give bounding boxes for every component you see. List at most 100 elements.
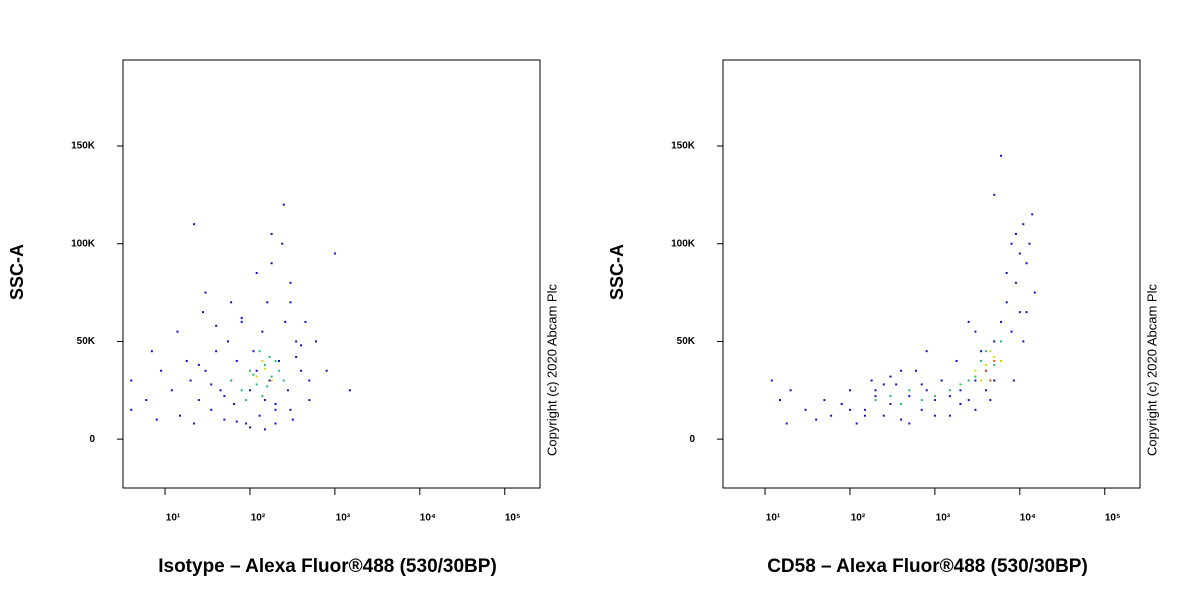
- y-tick-label: 0: [89, 434, 95, 445]
- event-dot: [974, 369, 977, 372]
- event-dot: [900, 418, 903, 421]
- event-dot: [1005, 301, 1008, 304]
- event-dot: [263, 399, 266, 402]
- y-tick-label: 50K: [677, 336, 696, 347]
- event-dot: [270, 379, 273, 382]
- event-dot: [870, 379, 873, 382]
- event-dot: [908, 395, 911, 398]
- event-dot: [920, 408, 923, 411]
- copyright: Copyright (c) 2020 Abcam Plc: [1144, 284, 1159, 456]
- event-dot: [204, 291, 207, 294]
- y-axis-label: SSC-A: [607, 244, 627, 300]
- event-dot: [268, 379, 271, 382]
- event-dot: [974, 379, 977, 382]
- event-dot: [189, 379, 192, 382]
- event-dot: [1010, 330, 1013, 333]
- x-axis-label: CD58 – Alexa Fluor®488 (530/30BP): [767, 556, 1088, 577]
- event-dot: [289, 301, 292, 304]
- event-dot: [967, 379, 970, 382]
- event-dot: [263, 363, 266, 366]
- event-dot: [263, 367, 266, 370]
- event-dot: [1014, 232, 1017, 235]
- event-dot: [980, 359, 983, 362]
- event-dot: [300, 369, 303, 372]
- event-dot: [252, 373, 255, 376]
- event-dot: [235, 359, 238, 362]
- event-dot: [268, 356, 271, 359]
- event-dot: [959, 383, 962, 386]
- event-dot: [261, 395, 264, 398]
- event-dot: [145, 399, 148, 402]
- event-dot: [993, 359, 996, 362]
- event-dot: [989, 350, 992, 353]
- event-dot: [284, 320, 287, 323]
- event-dot: [270, 375, 273, 378]
- event-dot: [974, 330, 977, 333]
- event-dot: [266, 385, 269, 388]
- event-dot: [989, 399, 992, 402]
- x-tick-label: 10⁴: [1020, 513, 1036, 524]
- event-dot: [863, 408, 866, 411]
- event-dot: [308, 399, 311, 402]
- event-dot: [823, 399, 826, 402]
- event-dot: [840, 402, 843, 405]
- event-dot: [215, 350, 218, 353]
- event-dot: [993, 363, 996, 366]
- event-dot: [185, 359, 188, 362]
- event-dot: [785, 422, 788, 425]
- event-dot: [948, 414, 951, 417]
- event-dot: [130, 408, 133, 411]
- plot-frame: [122, 59, 541, 489]
- event-dot: [230, 301, 233, 304]
- event-dot: [980, 379, 983, 382]
- event-dot: [308, 379, 311, 382]
- event-dot: [281, 242, 284, 245]
- event-dot: [255, 375, 258, 378]
- event-dot: [955, 359, 958, 362]
- event-dot: [882, 414, 885, 417]
- event-dot: [291, 418, 294, 421]
- event-dot: [230, 379, 233, 382]
- event-dot: [255, 383, 258, 386]
- event-dot: [1022, 223, 1025, 226]
- x-tick-label: 10¹: [766, 513, 781, 524]
- event-dot: [245, 422, 248, 425]
- event-dot: [908, 422, 911, 425]
- event-dot: [240, 320, 243, 323]
- y-tick-label: 100K: [71, 238, 96, 249]
- event-dot: [874, 389, 877, 392]
- event-dot: [240, 316, 243, 319]
- y-tick-label: 150K: [71, 141, 96, 152]
- event-dot: [150, 350, 153, 353]
- event-dot: [1018, 311, 1021, 314]
- event-dot: [874, 399, 877, 402]
- event-dot: [804, 408, 807, 411]
- event-dot: [204, 369, 207, 372]
- event-dot: [980, 350, 983, 353]
- x-tick-label: 10⁵: [505, 513, 521, 524]
- event-dot: [959, 389, 962, 392]
- x-tick-label: 10⁴: [420, 513, 436, 524]
- event-dot: [266, 301, 269, 304]
- event-dot: [993, 356, 996, 359]
- event-dot: [325, 369, 328, 372]
- event-dot: [940, 379, 943, 382]
- y-axis-label: SSC-A: [7, 244, 27, 300]
- event-dot: [202, 311, 205, 314]
- event-dot: [258, 414, 261, 417]
- event-dot: [985, 369, 988, 372]
- event-dot: [245, 399, 248, 402]
- event-dot: [255, 272, 258, 275]
- event-dot: [295, 340, 298, 343]
- event-dot: [1014, 281, 1017, 284]
- event-dot: [993, 379, 996, 382]
- event-dot: [270, 232, 273, 235]
- event-dot: [895, 383, 898, 386]
- event-dot: [908, 389, 911, 392]
- event-dot: [778, 399, 781, 402]
- event-dot: [315, 340, 318, 343]
- event-dot: [900, 369, 903, 372]
- event-dot: [882, 383, 885, 386]
- event-dot: [1025, 262, 1028, 265]
- event-dot: [967, 320, 970, 323]
